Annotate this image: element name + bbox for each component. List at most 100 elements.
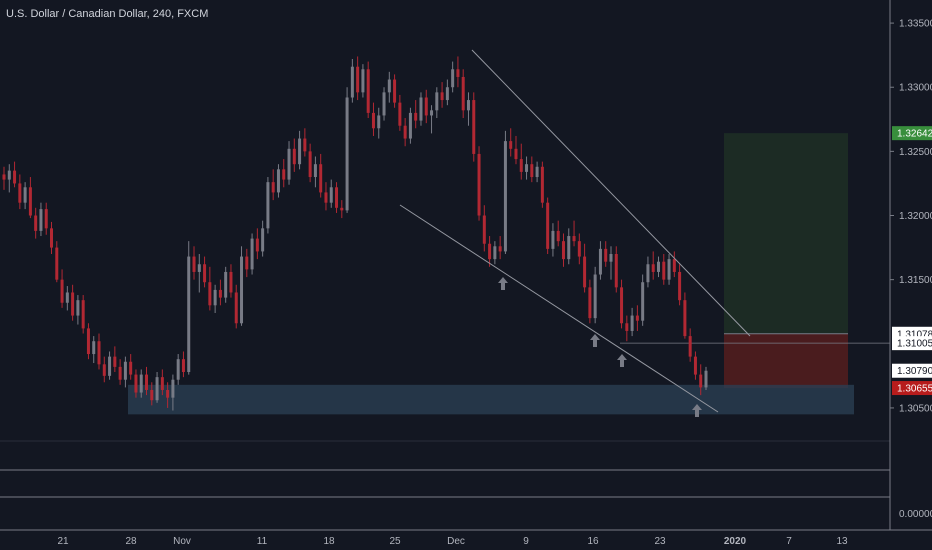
candle-body — [160, 377, 164, 390]
candle-body — [218, 289, 222, 298]
candle-body — [292, 148, 296, 165]
candle — [160, 369, 164, 396]
candle — [435, 87, 439, 119]
candle — [688, 328, 692, 362]
candle — [250, 233, 254, 275]
candle-body — [630, 315, 634, 331]
candle-body — [588, 287, 592, 319]
candle-body — [577, 241, 581, 257]
candle-body — [488, 243, 492, 260]
candle — [514, 135, 518, 165]
candle-body — [50, 228, 54, 248]
x-tick-label: 7 — [786, 536, 792, 547]
candle — [424, 89, 428, 124]
candle-body — [118, 366, 122, 380]
candle-body — [361, 69, 365, 93]
candle-body — [197, 264, 201, 272]
candle-body — [646, 264, 650, 283]
candle-body — [65, 292, 69, 303]
candle-body — [335, 187, 339, 208]
candle-body — [377, 115, 381, 129]
candle — [593, 266, 597, 324]
candle-body — [519, 159, 523, 172]
candle — [224, 266, 228, 303]
candle-body — [567, 236, 571, 260]
candle-body — [678, 271, 682, 301]
candle-body — [18, 183, 22, 203]
candle-body — [503, 141, 507, 252]
price-badge-stop-loss: 1.30655 — [892, 381, 932, 396]
candle-body — [641, 282, 645, 321]
candle-body — [213, 289, 217, 306]
candle-body — [108, 356, 112, 376]
x-tick-label: 18 — [323, 536, 335, 547]
candle-body — [546, 202, 550, 249]
candle — [176, 354, 180, 385]
candle-body — [350, 66, 354, 98]
candle — [398, 94, 402, 131]
candle — [34, 207, 38, 239]
candle — [303, 128, 307, 157]
candle — [340, 200, 344, 219]
candle — [345, 87, 349, 213]
candle-body — [408, 112, 412, 139]
candle-body — [651, 264, 655, 272]
candle-body — [224, 271, 228, 298]
candle-body — [598, 248, 602, 275]
candle-body — [451, 69, 455, 88]
candle-body — [535, 166, 539, 178]
candle-body — [593, 274, 597, 319]
candle — [551, 223, 555, 257]
candle — [197, 253, 201, 293]
candle — [28, 177, 32, 219]
candle — [440, 82, 444, 108]
candle — [292, 138, 296, 172]
candle-body — [403, 125, 407, 139]
candle — [635, 305, 639, 331]
candle-body — [635, 315, 639, 321]
candle-body — [250, 238, 254, 270]
candle — [255, 228, 259, 260]
candle-body — [672, 259, 676, 272]
price-badge-bg — [892, 126, 932, 141]
candle-body — [340, 207, 344, 211]
candle-body — [7, 170, 11, 180]
candle — [76, 295, 80, 325]
candle-body — [276, 169, 280, 193]
candle-body — [203, 264, 207, 283]
price-badge-label: 1.30790 — [897, 366, 932, 377]
support-trendline — [399, 204, 719, 413]
candle-body — [609, 253, 613, 262]
candle-body — [540, 166, 544, 203]
candle-body — [699, 374, 703, 388]
candle — [540, 161, 544, 208]
up-arrow-icon — [617, 354, 627, 367]
candle-body — [509, 141, 513, 149]
candles-group — [2, 56, 708, 411]
y-tick-label: 1.32000 — [899, 211, 932, 222]
candle — [498, 236, 502, 260]
candle-body — [229, 271, 233, 293]
candle-body — [319, 164, 323, 193]
candle-body — [150, 389, 154, 401]
candle — [662, 253, 666, 285]
price-badge-bg — [892, 381, 932, 396]
candle-body — [493, 246, 497, 260]
candle — [445, 79, 449, 106]
candle-body — [667, 259, 671, 280]
candle-body — [313, 164, 317, 178]
price-badge-label: 1.32642 — [897, 129, 932, 140]
candle-body — [445, 87, 449, 101]
candle — [704, 366, 708, 390]
candle-body — [329, 187, 333, 203]
candle — [335, 182, 339, 213]
candle — [192, 246, 196, 280]
candle-body — [298, 138, 302, 165]
candle — [361, 64, 365, 98]
candle-body — [134, 374, 138, 393]
candle — [672, 251, 676, 278]
candle — [535, 161, 539, 183]
candle — [625, 315, 629, 342]
candle — [503, 130, 507, 254]
